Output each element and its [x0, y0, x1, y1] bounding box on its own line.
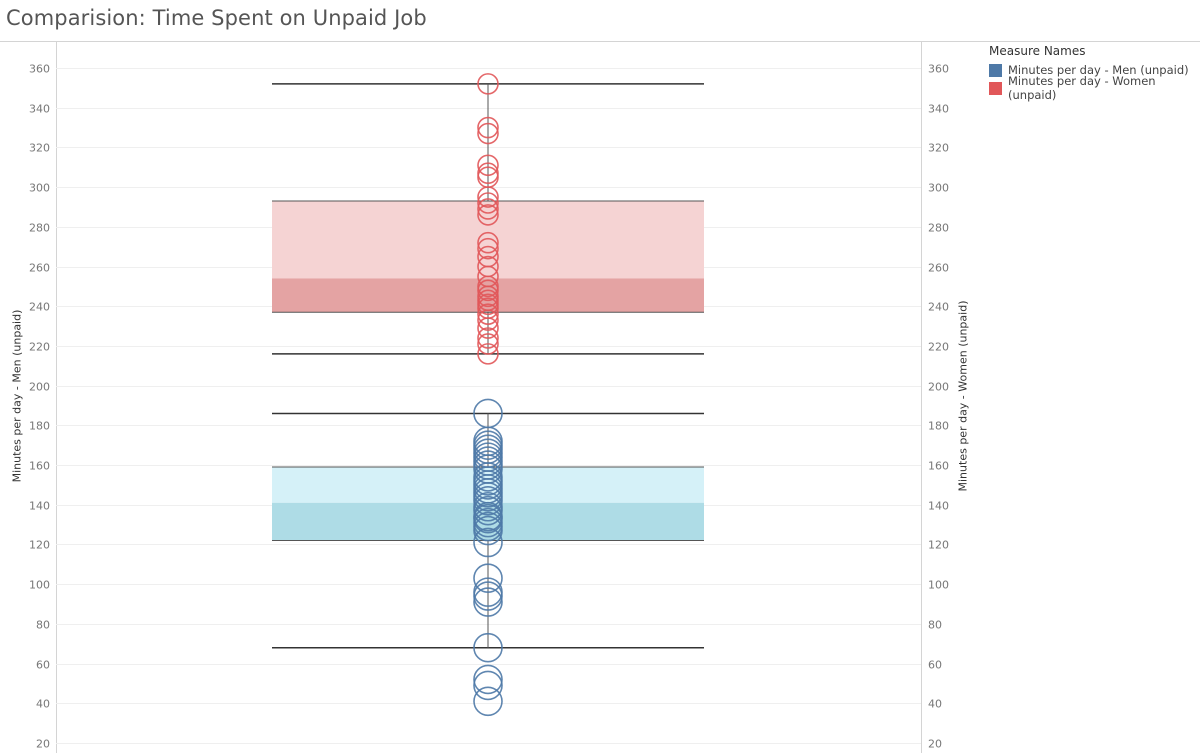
legend-item-men[interactable]: Minutes per day - Men (unpaid)	[989, 61, 1200, 79]
data-point-women	[477, 154, 499, 177]
y-tick-label-left: 160	[29, 460, 50, 473]
legend-swatch-women	[989, 81, 1002, 95]
data-point-women	[477, 343, 499, 365]
data-point-men	[473, 587, 503, 617]
data-point-men	[473, 686, 503, 717]
data-point-women	[477, 255, 499, 278]
box-lower-half	[272, 278, 704, 313]
y-tick-label-right: 180	[928, 420, 949, 433]
data-point-men	[473, 664, 503, 695]
y-tick-label-left: 180	[29, 420, 50, 433]
y-tick-label-left: 100	[29, 579, 50, 592]
data-point-women	[477, 333, 499, 355]
legend-label-men: Minutes per day - Men (unpaid)	[1008, 63, 1189, 77]
y-tick-label-right: 40	[928, 698, 942, 711]
data-point-men	[473, 577, 503, 607]
y-tick-label-right: 300	[928, 182, 949, 195]
legend-title: Measure Names	[989, 44, 1086, 58]
legend-swatch-men	[989, 63, 1002, 77]
box-upper-half	[272, 201, 704, 279]
y-tick-label-right: 160	[928, 460, 949, 473]
y-tick-label-right: 260	[928, 262, 949, 275]
data-point-women	[477, 245, 499, 268]
data-point-women	[477, 198, 499, 220]
y-tick-label-left: 140	[29, 500, 50, 513]
y-tick-label-left: 240	[29, 301, 50, 314]
y-tick-label-right: 220	[928, 341, 949, 354]
data-point-women	[477, 116, 499, 139]
data-point-men	[473, 563, 503, 594]
chart-title: Comparision: Time Spent on Unpaid Job	[6, 6, 427, 30]
y-tick-label-left: 320	[29, 142, 50, 155]
y-tick-label-right: 100	[928, 579, 949, 592]
data-point-women	[477, 122, 499, 145]
y-tick-label-left: 280	[29, 222, 50, 235]
data-point-women	[477, 162, 499, 185]
y-tick-label-left: 260	[29, 262, 50, 275]
y-tick-label-left: 80	[36, 619, 50, 632]
data-point-men	[473, 398, 503, 429]
y-axis-left-title: Minutes per day - Men (unpaid)	[10, 309, 24, 483]
y-tick-label-left: 120	[29, 539, 50, 552]
y-tick-label-right: 320	[928, 142, 949, 155]
y-tick-label-right: 140	[928, 500, 949, 513]
data-point-women	[477, 327, 499, 349]
data-point-women	[477, 231, 499, 254]
data-point-men	[473, 632, 503, 663]
data-point-women	[477, 73, 499, 95]
y-tick-label-left: 200	[29, 381, 50, 394]
y-axis-right-title: Minutes per day - Women (unpaid)	[956, 300, 970, 492]
data-point-men	[473, 527, 503, 558]
y-tick-label-right: 360	[928, 63, 949, 76]
data-point-women	[477, 204, 499, 226]
y-tick-label-left: 20	[36, 738, 50, 751]
y-tick-label-right: 20	[928, 738, 942, 751]
data-point-women	[477, 192, 499, 214]
legend: Measure Names Minutes per day - Men (unp…	[989, 44, 1200, 102]
y-tick-label-right: 240	[928, 301, 949, 314]
y-tick-label-left: 300	[29, 182, 50, 195]
y-tick-label-right: 60	[928, 659, 942, 672]
y-tick-label-right: 200	[928, 381, 949, 394]
data-point-women	[477, 303, 499, 325]
data-point-women	[477, 237, 499, 260]
y-tick-label-right: 280	[928, 222, 949, 235]
legend-label-women: Minutes per day - Women (unpaid)	[1008, 74, 1156, 102]
y-tick-label-right: 80	[928, 619, 942, 632]
y-tick-label-left: 360	[29, 63, 50, 76]
y-tick-label-left: 60	[36, 659, 50, 672]
y-tick-label-left: 220	[29, 341, 50, 354]
y-tick-label-right: 340	[928, 103, 949, 116]
y-tick-label-left: 40	[36, 698, 50, 711]
y-tick-label-left: 340	[29, 103, 50, 116]
y-tick-label-right: 120	[928, 539, 949, 552]
legend-item-women[interactable]: Minutes per day - Women (unpaid)	[989, 74, 1200, 102]
data-point-men	[473, 670, 503, 701]
data-point-men	[473, 491, 503, 522]
